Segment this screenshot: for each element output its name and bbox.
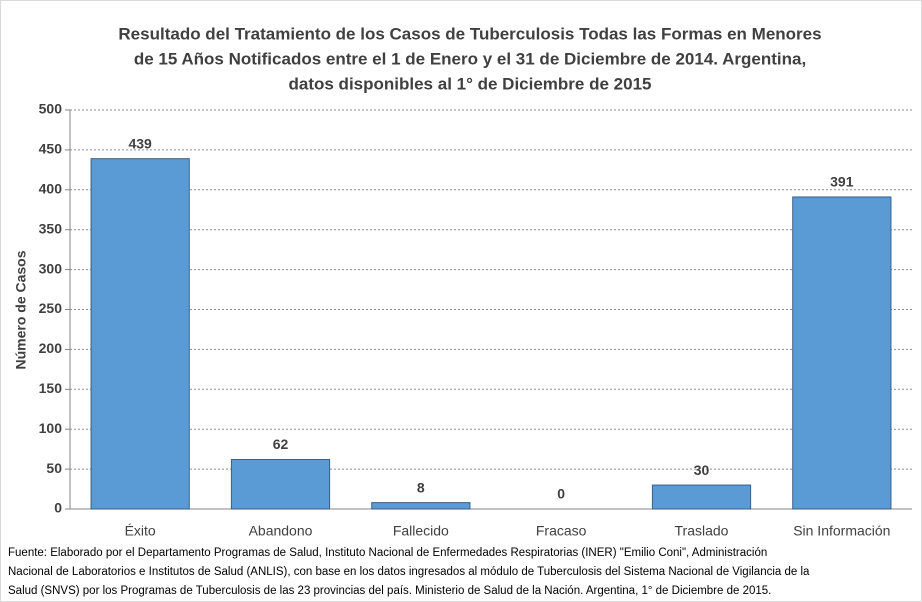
x-tick-label: Sin Información [793,523,890,539]
footnote: Nacional de Laboratorios e Institutos de… [8,566,810,578]
chart-title: datos disponibles al 1° de Diciembre de … [289,74,652,93]
y-tick-label: 300 [39,260,63,276]
x-tick-label: Traslado [675,523,729,539]
data-label: 439 [128,135,152,151]
y-tick-label: 350 [39,220,63,236]
data-label: 30 [694,462,710,478]
data-label: 8 [417,479,425,495]
chart-title: de 15 Años Notificados entre el 1 de Ene… [134,49,806,68]
y-tick-label: 200 [39,340,63,356]
data-label: 391 [830,174,854,190]
bar [90,158,190,510]
x-tick-label: Fracaso [536,523,587,539]
x-tick-label: Fallecido [393,523,449,539]
bar [651,484,752,510]
x-tick-label: Éxito [125,523,156,539]
y-tick-label: 150 [39,380,63,396]
bar [371,502,471,510]
y-tick-label: 0 [54,500,62,516]
y-tick-label: 450 [39,141,63,157]
bar [792,196,892,510]
y-tick-label: 400 [39,181,63,197]
y-tick-label: 500 [39,101,63,117]
footnote: Salud (SNVS) por los Programas de Tuberc… [8,585,771,597]
footnote: Fuente: Elaborado por el Departamento Pr… [8,547,767,559]
y-tick-label: 250 [39,300,63,316]
y-axis-label: Número de Casos [13,250,29,369]
y-tick-label: 50 [46,460,62,476]
chart-title: Resultado del Tratamiento de los Casos d… [118,24,821,43]
x-tick-label: Abandono [249,523,313,539]
data-label: 0 [557,486,565,502]
y-tick-label: 100 [39,420,63,436]
data-label: 62 [273,436,289,452]
bar [230,459,331,510]
